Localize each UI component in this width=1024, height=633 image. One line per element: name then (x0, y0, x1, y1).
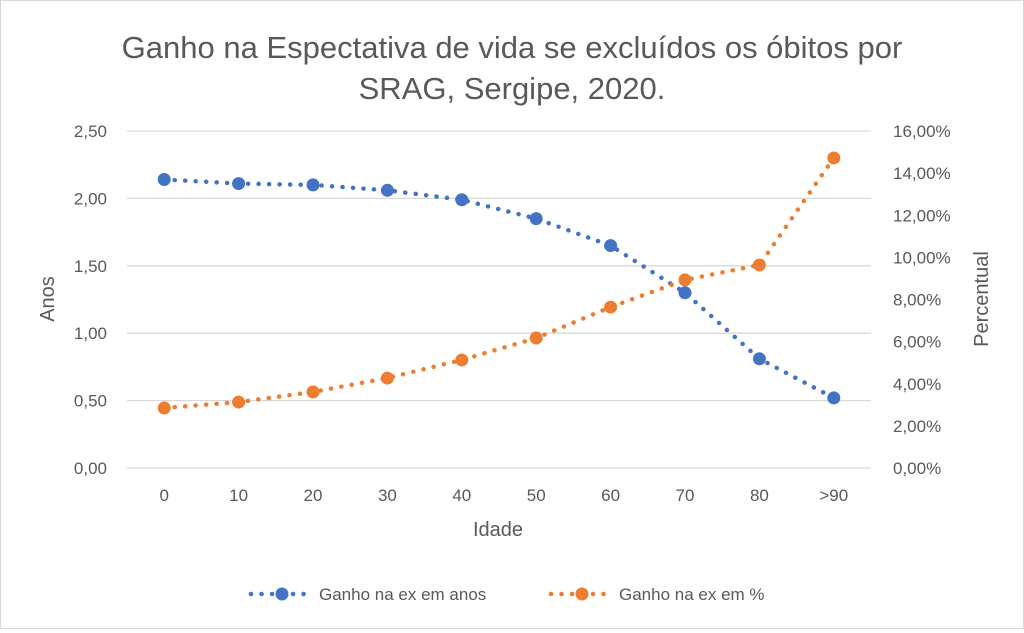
y2-tick-label: 0,00% (893, 459, 941, 478)
legend-marker (275, 587, 289, 601)
data-point[interactable] (752, 352, 766, 366)
x-tick-label: 60 (601, 486, 620, 505)
y-tick-label: 1,00 (74, 324, 107, 343)
x-tick-label: 40 (452, 486, 471, 505)
y-tick-label: 0,50 (74, 392, 107, 411)
chart-title-line-2: SRAG, Sergipe, 2020. (359, 71, 666, 106)
x-tick-label: 10 (229, 486, 248, 505)
y-axis-right-ticks: 0,00% 2,00% 4,00% 6,00% 8,00% 10,00% 12,00% 14,… (893, 122, 951, 478)
gridlines (127, 130, 871, 469)
series-line (161, 177, 837, 401)
series-layer (157, 151, 841, 415)
y2-tick-label: 6,00% (893, 333, 941, 352)
y-tick-label: 2,00 (74, 189, 107, 208)
data-point[interactable] (678, 273, 692, 287)
data-point[interactable] (678, 286, 692, 300)
x-tick-label: 50 (527, 486, 546, 505)
y-axis-right-label: Percentual (971, 251, 993, 347)
data-point[interactable] (529, 331, 543, 345)
x-tick-label: >90 (819, 486, 848, 505)
legend-marker (575, 587, 589, 601)
data-point[interactable] (306, 178, 320, 192)
series-anos (157, 173, 841, 405)
y-tick-label: 2,50 (74, 122, 107, 141)
data-point[interactable] (380, 183, 394, 197)
x-tick-label: 20 (304, 486, 323, 505)
data-point[interactable] (827, 391, 841, 405)
y-tick-label: 0,00 (74, 459, 107, 478)
y2-tick-label: 12,00% (893, 206, 951, 225)
data-point[interactable] (604, 300, 618, 314)
chart-title-line-1: Ganho na Espectativa de vida se excluído… (122, 30, 903, 65)
x-axis-ticks: 0 10 20 30 40 50 60 70 80 >90 (159, 486, 848, 505)
data-point[interactable] (232, 177, 246, 191)
legend: Ganho na ex em anos Ganho na ex em % (248, 585, 765, 604)
y2-tick-label: 16,00% (893, 122, 951, 141)
y-tick-label: 1,50 (74, 257, 107, 276)
y2-tick-label: 4,00% (893, 375, 941, 394)
data-point[interactable] (306, 385, 320, 399)
data-point[interactable] (157, 173, 171, 187)
series-percent (157, 151, 841, 415)
legend-label-percent: Ganho na ex em % (619, 585, 765, 604)
data-point[interactable] (232, 395, 246, 409)
y2-tick-label: 2,00% (893, 417, 941, 436)
y-axis-left-ticks: 0,00 0,50 1,00 1,50 2,00 2,50 (74, 122, 107, 478)
data-point[interactable] (827, 151, 841, 165)
x-tick-label: 80 (750, 486, 769, 505)
legend-label-anos: Ganho na ex em anos (319, 585, 486, 604)
x-axis-label: Idade (473, 519, 523, 541)
legend-item-anos[interactable] (248, 587, 310, 601)
x-tick-label: 70 (676, 486, 695, 505)
data-point[interactable] (604, 239, 618, 253)
data-point[interactable] (529, 212, 543, 226)
y-axis-left-label: Anos (37, 276, 59, 322)
y2-tick-label: 10,00% (893, 248, 951, 267)
y2-tick-label: 14,00% (893, 164, 951, 183)
x-tick-label: 0 (159, 486, 168, 505)
chart-title: Ganho na Espectativa de vida se excluído… (122, 30, 903, 106)
data-point[interactable] (455, 353, 469, 367)
data-point[interactable] (157, 401, 171, 415)
series-line (161, 155, 837, 411)
legend-item-percent[interactable] (548, 587, 610, 601)
y2-tick-label: 8,00% (893, 291, 941, 310)
data-point[interactable] (455, 193, 469, 207)
data-point[interactable] (380, 371, 394, 385)
data-point[interactable] (752, 258, 766, 272)
x-tick-label: 30 (378, 486, 397, 505)
